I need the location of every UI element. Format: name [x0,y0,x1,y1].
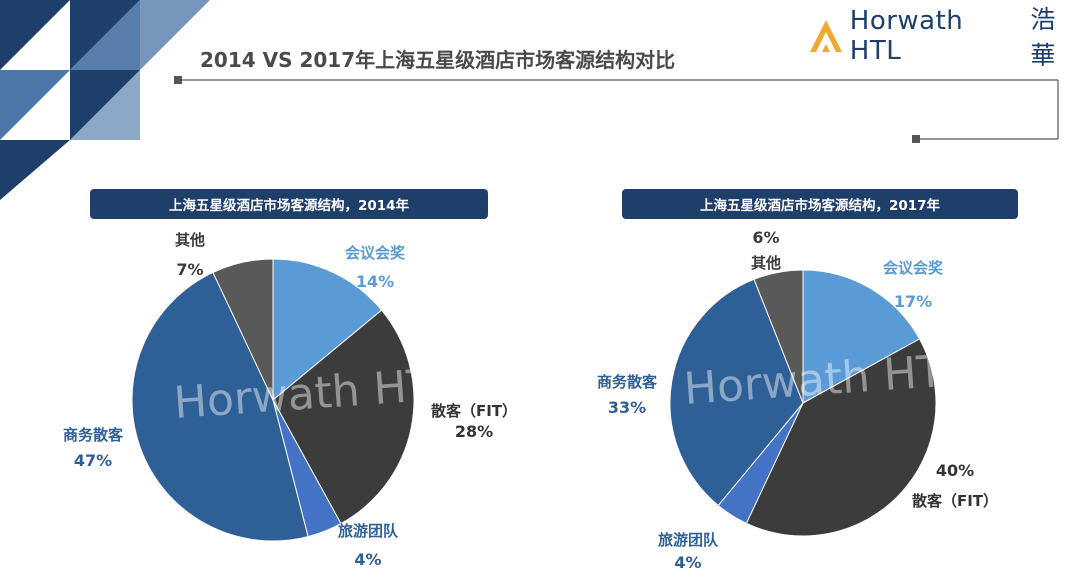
logo-text: Horwath HTL [849,6,964,66]
slice-value-label: 4% [674,553,701,572]
pie-slice [669,278,804,507]
pie-slice [272,309,415,525]
frame-marker-left [174,76,182,84]
title-frame [174,76,1059,143]
pie-slice [131,271,309,542]
pie-chart-1: Horwath HTL会议会奖17%散客（FIT）40%旅游团队4%商务散客33… [597,228,998,572]
slice-value-label: 47% [74,451,112,470]
horwath-logo: Horwath HTL 浩華 [808,5,1080,70]
slice-label: 散客（FIT） [912,492,998,510]
slice-label: 会议会奖 [883,259,944,277]
slice-label: 旅游团队 [338,522,399,540]
slice-value-label: 40% [936,461,974,480]
slice-label: 散客（FIT） [431,402,517,420]
pie-slice [272,258,383,402]
chart-title-2017: 上海五星级酒店市场客源结构，2017年 [622,189,1018,219]
pie-slice [753,269,804,404]
page-title: 2014 VS 2017年上海五星级酒店市场客源结构对比 [200,48,676,72]
slice-label: 会议会奖 [345,244,406,262]
pie-slice [212,258,274,401]
slice-value-label: 28% [455,422,493,441]
slice-value-label: 4% [354,550,381,569]
slice-label: 其他 [751,254,781,272]
chart-title-2014: 上海五星级酒店市场客源结构，2014年 [90,189,488,219]
slice-label: 商务散客 [597,373,658,391]
slice-value-label: 33% [608,398,646,417]
logo-chinese: 浩華 [1030,5,1056,70]
slice-label: 其他 [175,231,205,249]
slice-value-label: 14% [356,272,394,291]
slice-value-label: 7% [176,260,203,279]
pie-slice [745,338,937,537]
slice-value-label: 17% [894,292,932,311]
slice-label: 旅游团队 [658,531,719,549]
pie-slice [802,269,921,404]
frame-marker-right [912,135,920,143]
slice-label: 商务散客 [63,426,124,444]
pie-chart-0: Horwath HTL会议会奖14%散客（FIT）28%旅游团队4%商务散客47… [63,231,517,569]
corner-decoration [0,0,210,200]
logo-chevron-icon [810,20,842,52]
slice-value-label: 6% [752,228,779,247]
